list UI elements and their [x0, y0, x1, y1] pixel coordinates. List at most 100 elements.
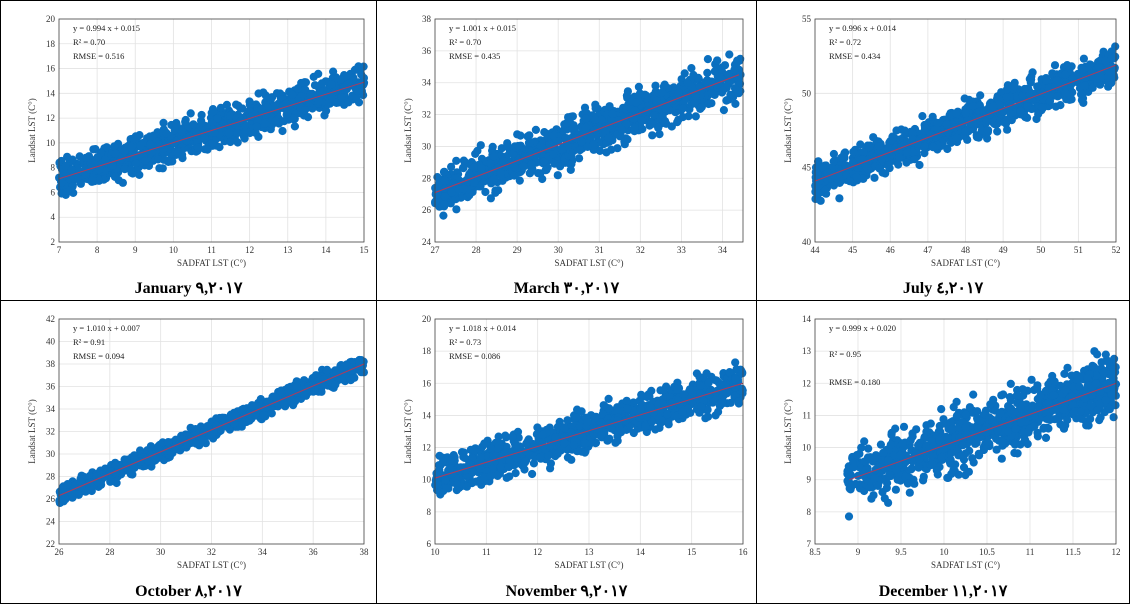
- data-point: [613, 144, 622, 153]
- data-point: [677, 75, 686, 84]
- data-point: [622, 120, 631, 129]
- data-point: [731, 358, 740, 367]
- data-point: [690, 99, 699, 108]
- data-point: [447, 188, 456, 197]
- data-point: [734, 397, 743, 406]
- data-point: [731, 375, 740, 384]
- data-point: [829, 157, 838, 166]
- data-point: [538, 174, 547, 184]
- fit-annotation: R² = 0.70: [73, 37, 105, 47]
- data-point: [290, 122, 299, 131]
- x-tick-label: 26: [55, 547, 65, 557]
- data-point: [989, 102, 998, 111]
- data-point: [573, 447, 582, 456]
- data-point: [571, 413, 580, 422]
- data-point: [581, 439, 590, 448]
- data-point: [515, 176, 524, 185]
- data-point: [309, 72, 318, 81]
- data-point: [270, 101, 279, 111]
- data-point: [566, 428, 575, 437]
- x-tick-label: 51: [1074, 245, 1083, 255]
- data-point: [637, 390, 646, 399]
- data-point: [525, 131, 534, 140]
- y-tick-label: 14: [422, 410, 432, 420]
- data-point: [713, 56, 722, 65]
- data-point: [560, 423, 569, 432]
- data-point: [738, 386, 747, 395]
- fit-annotation: RMSE = 0.094: [73, 351, 125, 361]
- data-point: [440, 200, 449, 209]
- data-point: [106, 477, 115, 486]
- data-point: [730, 65, 739, 74]
- x-tick-label: 13: [283, 245, 293, 255]
- data-point: [903, 148, 912, 157]
- data-point: [481, 187, 490, 197]
- y-axis-label: Landsat LST (C°): [27, 98, 37, 162]
- data-point: [441, 192, 450, 201]
- data-point: [337, 375, 347, 384]
- data-point: [814, 189, 824, 198]
- x-tick-label: 30: [156, 547, 166, 557]
- fit-line: [434, 382, 744, 479]
- y-tick-label: 55: [802, 14, 812, 24]
- data-point: [595, 146, 604, 155]
- data-point: [560, 439, 569, 448]
- data-point: [85, 484, 94, 493]
- data-point: [583, 418, 592, 427]
- data-point: [465, 459, 474, 469]
- data-point: [902, 158, 911, 167]
- data-point: [691, 112, 700, 121]
- data-point: [226, 111, 235, 120]
- data-point: [130, 454, 139, 463]
- x-tick-label: 12: [533, 547, 542, 557]
- x-tick-label: 49: [999, 245, 1009, 255]
- data-point: [135, 170, 144, 179]
- y-tick-label: 30: [46, 449, 56, 459]
- data-point: [544, 451, 553, 460]
- data-point: [1003, 115, 1012, 124]
- data-point: [247, 401, 257, 410]
- data-point: [1033, 82, 1042, 91]
- fit-annotation: R² = 0.72: [829, 37, 861, 47]
- data-point: [587, 438, 596, 448]
- fit-annotation: RMSE = 0.086: [449, 351, 500, 361]
- y-tick-label: 12: [422, 443, 431, 453]
- panel-caption: July ٤,٢٠١٧: [902, 280, 984, 297]
- fit-annotation: R² = 0.73: [449, 337, 481, 347]
- data-point: [942, 120, 951, 129]
- data-point: [76, 477, 85, 486]
- data-point: [720, 61, 730, 70]
- data-point: [652, 96, 661, 105]
- data-point: [823, 168, 832, 177]
- data-point: [349, 372, 358, 382]
- data-point: [110, 172, 120, 181]
- data-point: [908, 129, 917, 138]
- data-point: [849, 147, 858, 156]
- data-point: [915, 160, 924, 170]
- data-point: [673, 385, 682, 394]
- data-point: [480, 439, 489, 448]
- x-tick-label: 47: [923, 245, 933, 255]
- x-tick-label: 34: [258, 547, 268, 557]
- data-point: [620, 137, 629, 146]
- data-point: [829, 181, 838, 190]
- data-point: [557, 145, 566, 154]
- data-point: [470, 178, 479, 187]
- data-point: [969, 102, 978, 111]
- x-tick-label: 16: [739, 547, 749, 557]
- data-point: [575, 422, 584, 431]
- data-point: [551, 433, 560, 442]
- data-point: [658, 88, 667, 97]
- y-tick-label: 32: [46, 427, 55, 437]
- data-point: [508, 432, 517, 441]
- data-point: [647, 119, 656, 128]
- data-point: [469, 163, 478, 172]
- data-point: [622, 396, 631, 405]
- x-tick-label: 14: [636, 547, 646, 557]
- data-point: [61, 161, 70, 170]
- data-point: [1080, 81, 1089, 90]
- data-point: [952, 109, 961, 118]
- data-point: [238, 104, 247, 113]
- data-point: [604, 133, 613, 142]
